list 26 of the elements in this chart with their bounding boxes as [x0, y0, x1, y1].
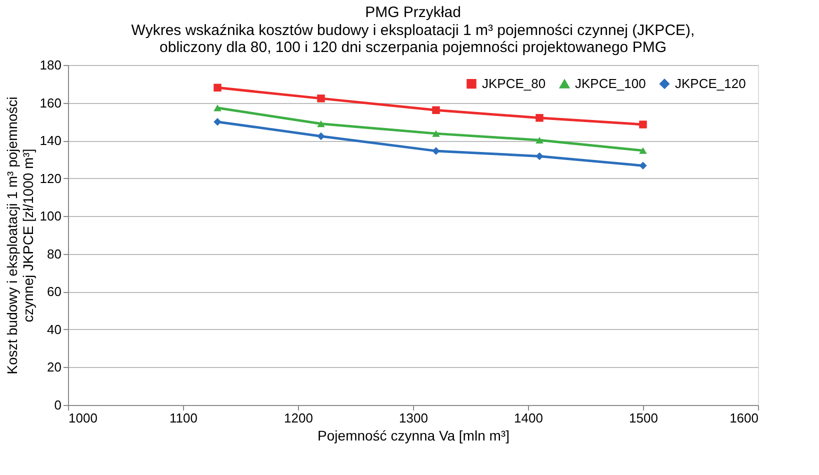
legend-label: JKPCE_80 — [482, 76, 546, 91]
x-tick-label: 1300 — [399, 410, 428, 426]
y-tick-label: 20 — [47, 360, 62, 375]
y-tick-label: 180 — [40, 58, 62, 72]
x-tick-label: 1600 — [730, 410, 758, 426]
x-tick-label: 1400 — [514, 410, 543, 426]
text: Koszt budowy i eksploatacji 1 m³ pojemności — [4, 96, 20, 374]
x-axis-title: Pojemność czynna Va [mln m³] — [318, 428, 510, 444]
text: obliczony dla 80, 100 i 120 dni sczerpania pojemności projektowanego PMG — [160, 39, 666, 56]
y-tick-label: 80 — [47, 246, 62, 262]
y-tick-label: 100 — [40, 208, 62, 224]
text: czynnej JKPCE [zł/1000 m³] — [20, 148, 36, 322]
x-tick-label: 1200 — [284, 410, 313, 426]
y-tick-label: 0 — [54, 398, 62, 412]
legend-label: JKPCE_100 — [575, 76, 646, 92]
text: Wykres wskaźnika kosztów budowy i eksploatacji 1 m³ pojemności czynnej (JKPCE), — [131, 22, 695, 39]
y-tick-label: 120 — [40, 170, 62, 186]
x-tick-label: 1000 — [68, 410, 98, 426]
x-tick-label: 1500 — [629, 410, 658, 426]
chart-title: PMG Przykład — [365, 4, 461, 21]
y-tick-label: 60 — [47, 284, 62, 300]
y-tick-label: 40 — [47, 322, 62, 337]
y-tick-label: 160 — [40, 95, 62, 110]
legend-label: JKPCE_120 — [675, 76, 746, 91]
x-tick-label: 1100 — [170, 410, 198, 426]
y-tick-label: 140 — [40, 133, 62, 148]
